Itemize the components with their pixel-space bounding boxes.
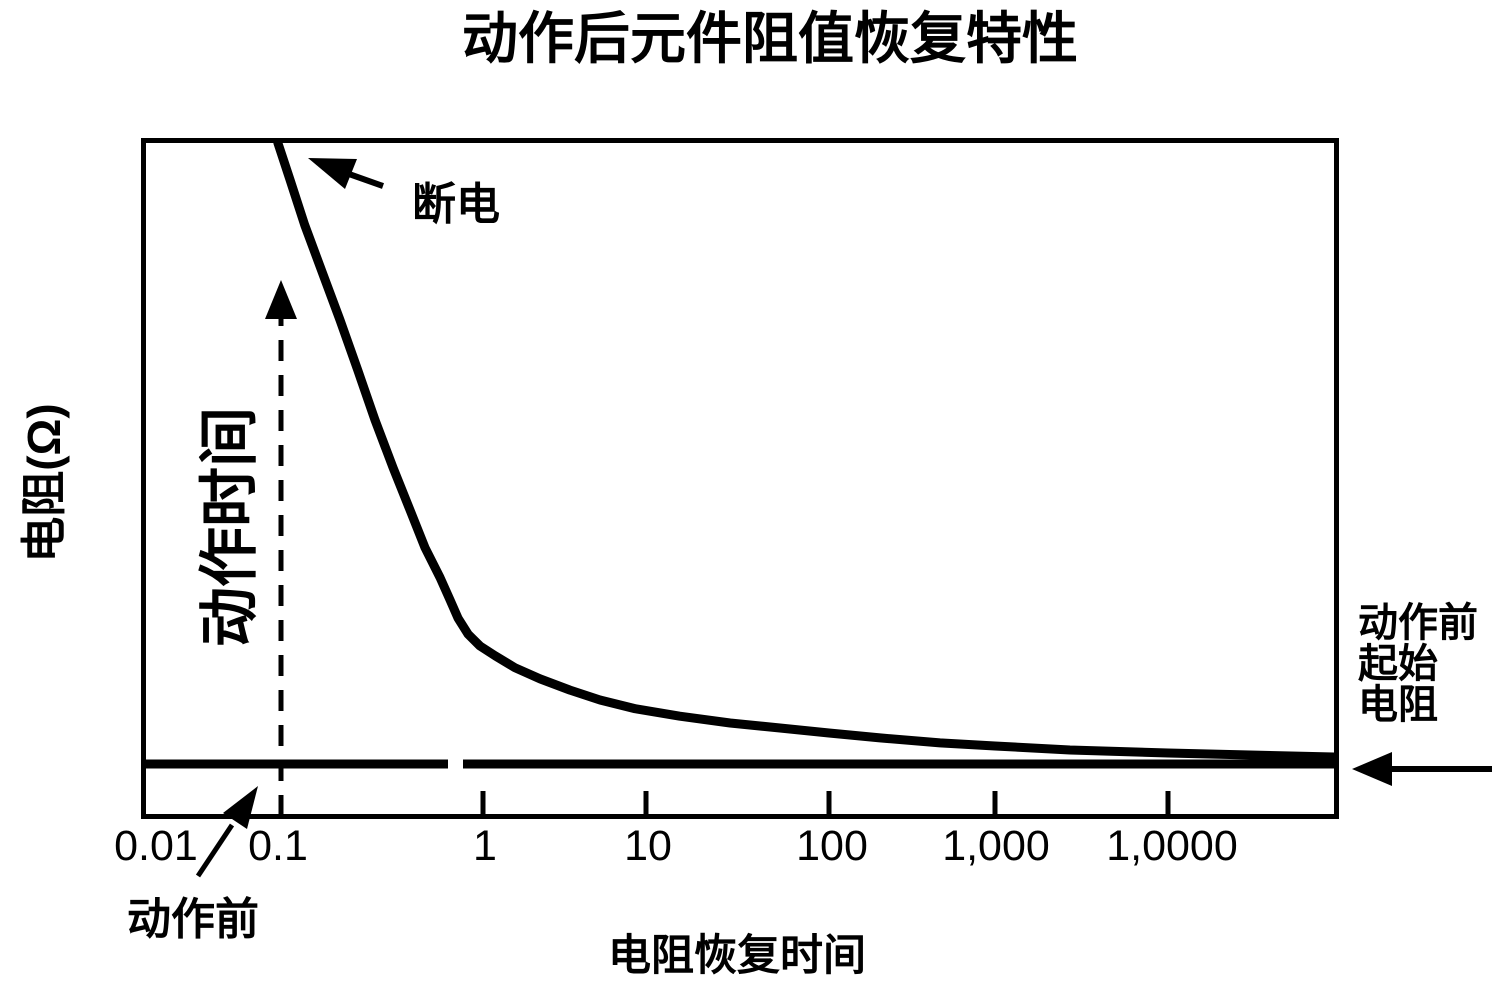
plot-area-border [141, 138, 1339, 819]
initial-resistance-annotation: 动作前 起始 电阻 [1352, 601, 1492, 786]
pre-operation-arrow-line [195, 823, 235, 878]
x-tick-label: 0.1 [248, 822, 308, 870]
x-tick-label: 1 [473, 822, 497, 870]
initial-resistance-arrowhead-icon [1352, 752, 1392, 786]
initial-resistance-label-line3: 电阻 [1358, 683, 1438, 727]
x-axis-tick-labels: 0.01 0.1 1 10 100 1,000 1,0000 [114, 822, 1238, 870]
x-axis-label: 电阻恢复时间 [608, 932, 866, 980]
y-axis-label: 电阻(Ω) [18, 403, 70, 563]
operating-time-arrow [265, 280, 297, 816]
x-axis-ticks [480, 791, 1171, 817]
x-tick-label: 0.01 [114, 822, 198, 870]
power-off-arrow-line [348, 171, 384, 189]
x-tick-label: 100 [796, 822, 868, 870]
chart-title: 动作后元件阻值恢复特性 [462, 7, 1078, 70]
operating-time-arrowhead-icon [265, 280, 297, 319]
power-off-arrowhead-icon [308, 158, 357, 189]
pre-operation-arrowhead-icon [223, 786, 258, 829]
operating-time-label: 动作时间 [196, 407, 263, 647]
pre-operation-label: 动作前 [127, 895, 259, 944]
x-tick-label: 10 [624, 822, 672, 870]
initial-resistance-label-line2: 起始 [1358, 642, 1438, 686]
recovery-curve [273, 138, 1339, 762]
initial-resistance-label-line1: 动作前 [1358, 601, 1478, 645]
pre-operation-annotation: 动作前 [127, 786, 259, 944]
power-off-annotation: 断电 [308, 158, 500, 229]
x-tick-label: 1,000 [942, 822, 1050, 870]
x-tick-label: 1,0000 [1106, 822, 1238, 870]
power-off-label: 断电 [412, 180, 500, 229]
